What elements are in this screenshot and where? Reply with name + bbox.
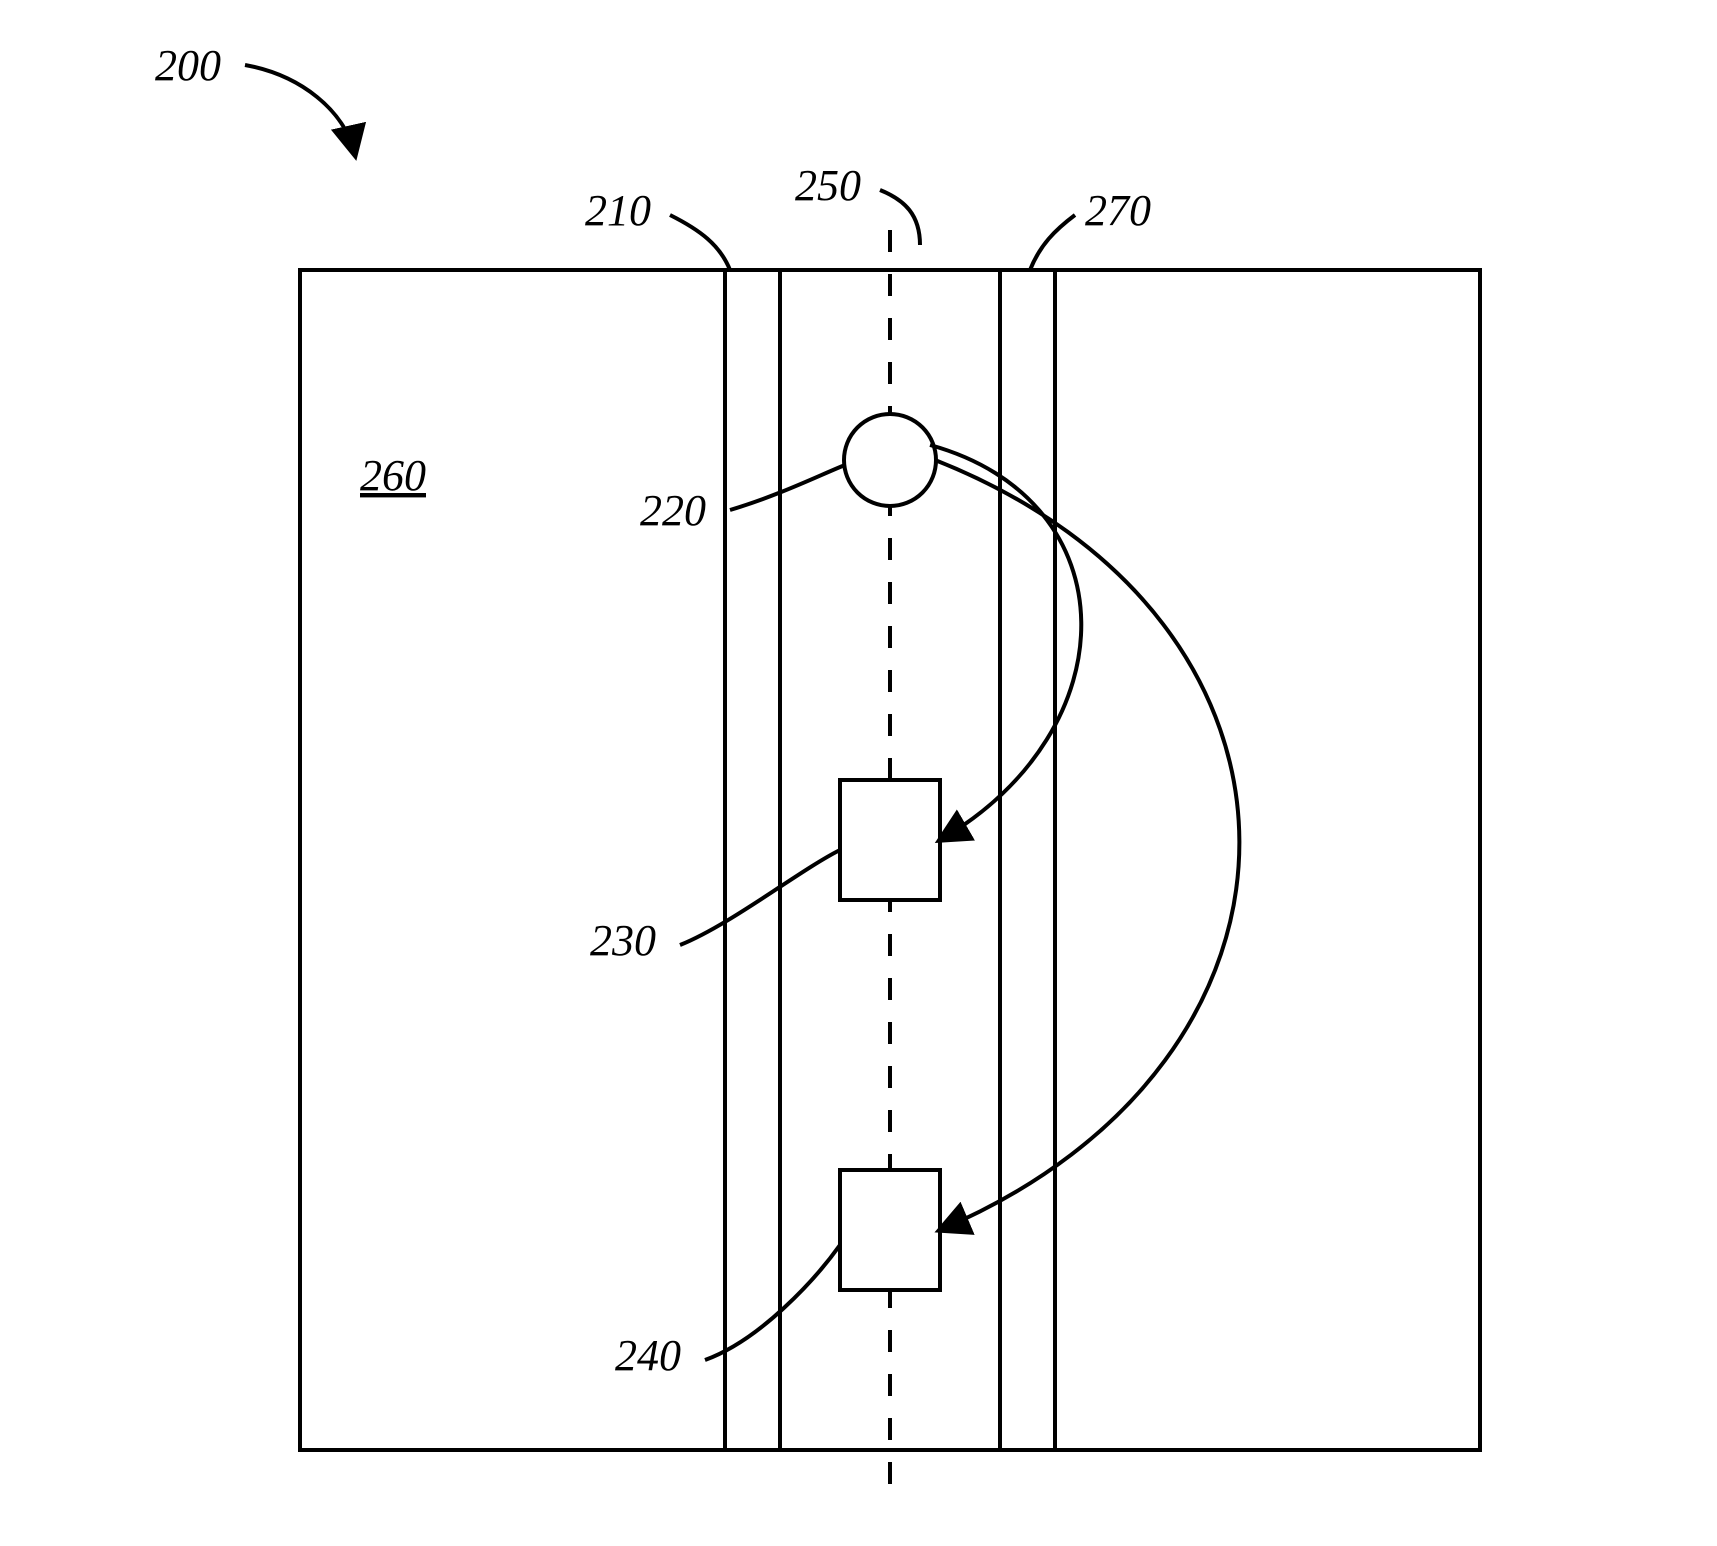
label-220: 220 (640, 486, 706, 535)
label-230: 230 (590, 916, 656, 965)
leader-210 (670, 215, 730, 270)
label-240: 240 (615, 1331, 681, 1380)
leader-220 (730, 465, 845, 510)
leader-230 (680, 850, 840, 945)
arc-220-to-240 (935, 460, 1239, 1230)
label-250: 250 (795, 161, 861, 210)
arc-220-to-230 (930, 445, 1081, 840)
leader-200 (245, 65, 355, 155)
label-260: 260 (360, 451, 426, 500)
leader-270 (1030, 215, 1075, 270)
leader-250 (880, 190, 920, 245)
node-220-circle (844, 414, 936, 506)
node-240-rect (840, 1170, 940, 1290)
label-200: 200 (155, 41, 221, 90)
label-210: 210 (585, 186, 651, 235)
node-230-rect (840, 780, 940, 900)
label-270: 270 (1085, 186, 1151, 235)
